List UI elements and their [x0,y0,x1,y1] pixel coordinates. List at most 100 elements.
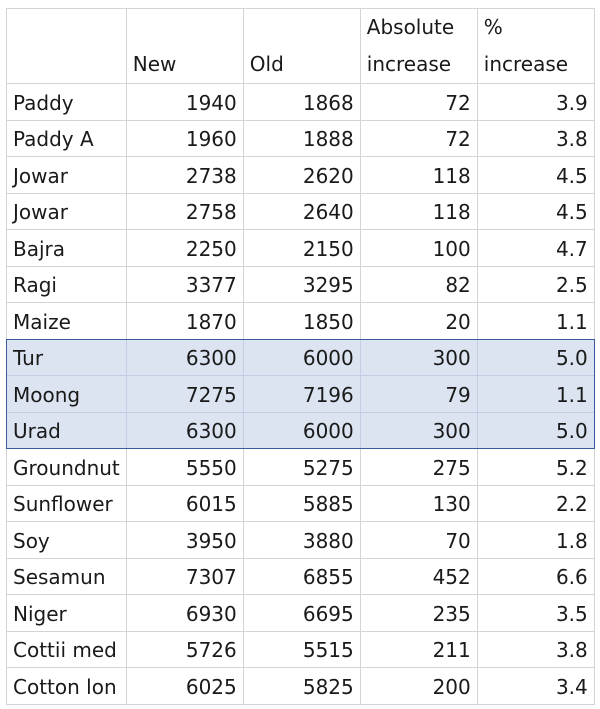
cell-new-value[interactable]: 7307 [125,557,244,595]
header-row: New Old Absolute increase % increase [6,8,595,84]
cell-percent-increase[interactable]: 2.2 [476,484,595,522]
cell-new-value[interactable]: 2758 [125,192,244,230]
cell-old-value[interactable]: 2150 [242,229,361,267]
cell-absolute-increase[interactable]: 72 [359,119,478,157]
cell-new-value[interactable]: 2738 [125,156,244,194]
cell-absolute-increase[interactable]: 79 [359,375,478,413]
cell-percent-increase[interactable]: 4.5 [476,156,595,194]
cell-crop-name[interactable]: Soy [6,521,127,559]
cell-crop-name[interactable]: Cotton lon [6,667,127,705]
cell-crop-name[interactable]: Ragi [6,265,127,303]
cell-percent-increase[interactable]: 5.0 [476,411,595,449]
cell-absolute-increase[interactable]: 82 [359,265,478,303]
cell-old-value[interactable]: 2620 [242,156,361,194]
cell-absolute-increase[interactable]: 300 [359,338,478,376]
table-row: Jowar 2738 2620 118 4.5 [6,156,595,194]
cell-percent-increase[interactable]: 3.9 [476,83,595,121]
cell-new-value[interactable]: 5550 [125,448,244,486]
cell-absolute-increase[interactable]: 70 [359,521,478,559]
cell-absolute-increase[interactable]: 235 [359,594,478,632]
cell-absolute-increase[interactable]: 72 [359,83,478,121]
cell-percent-increase[interactable]: 3.5 [476,594,595,632]
cell-crop-name[interactable]: Bajra [6,229,127,267]
table-row: Cottii med 5726 5515 211 3.8 [6,630,595,668]
cell-percent-increase[interactable]: 3.8 [476,630,595,668]
cell-percent-increase[interactable]: 1.8 [476,521,595,559]
table-row: Niger 6930 6695 235 3.5 [6,594,595,632]
cell-crop-name[interactable]: Jowar [6,156,127,194]
cell-old-value[interactable]: 1868 [242,83,361,121]
cell-new-value[interactable]: 7275 [125,375,244,413]
cell-absolute-increase[interactable]: 118 [359,192,478,230]
cell-new-value[interactable]: 6025 [125,667,244,705]
cell-old-value[interactable]: 6000 [242,411,361,449]
cell-percent-increase[interactable]: 4.5 [476,192,595,230]
cell-percent-increase[interactable]: 5.0 [476,338,595,376]
table-row: Sesamun 7307 6855 452 6.6 [6,557,595,595]
table-row: Ragi 3377 3295 82 2.5 [6,265,595,303]
cell-new-value[interactable]: 2250 [125,229,244,267]
cell-old-value[interactable]: 7196 [242,375,361,413]
cell-absolute-increase[interactable]: 300 [359,411,478,449]
cell-crop-name[interactable]: Moong [6,375,127,413]
cell-percent-increase[interactable]: 3.8 [476,119,595,157]
cell-crop-name[interactable]: Sunflower [6,484,127,522]
cell-crop-name[interactable]: Maize [6,302,127,340]
cell-absolute-increase[interactable]: 200 [359,667,478,705]
cell-new-value[interactable]: 6015 [125,484,244,522]
cell-absolute-increase[interactable]: 118 [359,156,478,194]
header-cell-new[interactable]: New [125,8,244,84]
cell-new-value[interactable]: 6930 [125,594,244,632]
cell-old-value[interactable]: 6855 [242,557,361,595]
cell-new-value[interactable]: 6300 [125,411,244,449]
cell-crop-name[interactable]: Paddy A [6,119,127,157]
cell-old-value[interactable]: 2640 [242,192,361,230]
cell-absolute-increase[interactable]: 211 [359,630,478,668]
cell-old-value[interactable]: 3295 [242,265,361,303]
cell-crop-name[interactable]: Cottii med [6,630,127,668]
cell-new-value[interactable]: 3950 [125,521,244,559]
cell-crop-name[interactable]: Jowar [6,192,127,230]
cell-old-value[interactable]: 1888 [242,119,361,157]
header-cell-percent-increase[interactable]: % increase [476,8,595,84]
header-cell-crop[interactable] [6,8,127,84]
table-row: Sunflower 6015 5885 130 2.2 [6,484,595,522]
cell-crop-name[interactable]: Niger [6,594,127,632]
cell-absolute-increase[interactable]: 275 [359,448,478,486]
cell-new-value[interactable]: 5726 [125,630,244,668]
cell-percent-increase[interactable]: 6.6 [476,557,595,595]
cell-old-value[interactable]: 5885 [242,484,361,522]
cell-new-value[interactable]: 1870 [125,302,244,340]
cell-absolute-increase[interactable]: 100 [359,229,478,267]
cell-old-value[interactable]: 3880 [242,521,361,559]
cell-percent-increase[interactable]: 5.2 [476,448,595,486]
cell-old-value[interactable]: 6695 [242,594,361,632]
table-row: Bajra 2250 2150 100 4.7 [6,229,595,267]
header-cell-absolute-increase[interactable]: Absolute increase [359,8,478,84]
cell-old-value[interactable]: 5825 [242,667,361,705]
cell-percent-increase[interactable]: 4.7 [476,229,595,267]
cell-crop-name[interactable]: Urad [6,411,127,449]
cell-percent-increase[interactable]: 2.5 [476,265,595,303]
cell-absolute-increase[interactable]: 130 [359,484,478,522]
msp-table: New Old Absolute increase % increase Pad… [6,8,595,705]
cell-absolute-increase[interactable]: 20 [359,302,478,340]
cell-crop-name[interactable]: Sesamun [6,557,127,595]
cell-new-value[interactable]: 1940 [125,83,244,121]
cell-percent-increase[interactable]: 1.1 [476,302,595,340]
cell-crop-name[interactable]: Tur [6,338,127,376]
cell-old-value[interactable]: 5275 [242,448,361,486]
header-cell-old[interactable]: Old [242,8,361,84]
cell-new-value[interactable]: 3377 [125,265,244,303]
cell-new-value[interactable]: 6300 [125,338,244,376]
cell-new-value[interactable]: 1960 [125,119,244,157]
table-row: Paddy 1940 1868 72 3.9 [6,83,595,121]
cell-absolute-increase[interactable]: 452 [359,557,478,595]
cell-old-value[interactable]: 5515 [242,630,361,668]
cell-crop-name[interactable]: Groundnut [6,448,127,486]
cell-old-value[interactable]: 6000 [242,338,361,376]
cell-percent-increase[interactable]: 3.4 [476,667,595,705]
cell-percent-increase[interactable]: 1.1 [476,375,595,413]
cell-crop-name[interactable]: Paddy [6,83,127,121]
cell-old-value[interactable]: 1850 [242,302,361,340]
